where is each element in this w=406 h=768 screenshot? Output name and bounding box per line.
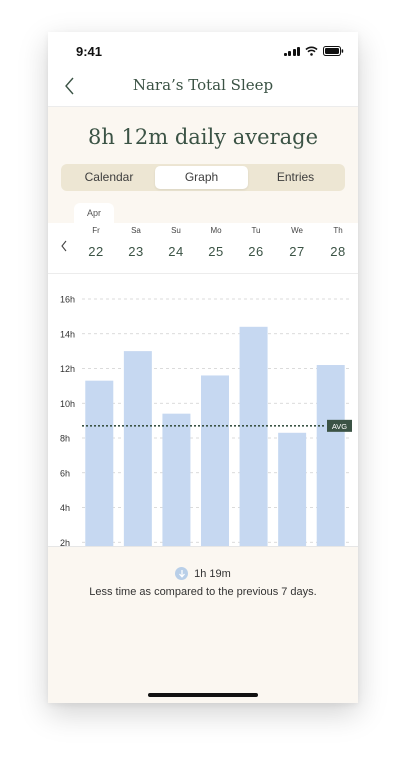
y-tick-label: 10h — [60, 399, 75, 409]
section-divider — [48, 273, 358, 274]
status-icons — [283, 46, 345, 56]
day-number: 25 — [208, 244, 224, 259]
day-of-week: Th — [333, 226, 343, 235]
wifi-icon — [305, 46, 318, 56]
day-thursday[interactable]: Th 28 — [320, 223, 356, 259]
y-tick-label: 6h — [60, 468, 70, 478]
home-indicator[interactable] — [148, 693, 258, 697]
signal-icon — [283, 46, 300, 56]
bar-su — [162, 413, 191, 546]
y-tick-label: 8h — [60, 434, 70, 444]
day-saturday[interactable]: Sa 23 — [118, 223, 154, 259]
tab-graph[interactable]: Graph — [155, 166, 248, 189]
sleep-bar-chart: 2h 4h 6h 8h 10h 12h 14h 16h AVG — [60, 295, 352, 546]
day-number: 24 — [168, 244, 184, 259]
day-number: 28 — [330, 244, 346, 259]
y-tick-label: 16h — [60, 295, 75, 305]
comparison-row: 1h 19m — [48, 567, 358, 580]
bar-sa — [123, 351, 152, 546]
y-tick-label: 2h — [60, 538, 70, 546]
battery-icon — [323, 46, 344, 56]
bar-fr — [85, 380, 114, 546]
day-of-week: Su — [171, 226, 181, 235]
bar-tu — [239, 326, 268, 546]
average-label: AVG — [332, 422, 347, 431]
chevron-left-icon[interactable] — [58, 237, 70, 255]
view-tabs: Calendar Graph Entries — [61, 164, 345, 191]
bar-we — [278, 432, 307, 546]
daily-average-headline: 8h 12m daily average — [87, 125, 319, 149]
day-tuesday[interactable]: Tu 26 — [238, 223, 274, 259]
chevron-left-icon[interactable] — [62, 74, 80, 98]
average-badge — [327, 419, 352, 432]
tab-calendar[interactable]: Calendar — [84, 170, 134, 184]
day-number: 22 — [88, 244, 104, 259]
day-monday[interactable]: Mo 25 — [198, 223, 234, 259]
day-of-week: Fr — [92, 226, 100, 235]
status-time: 9:41 — [76, 44, 103, 59]
summary-section: 8h 12m daily average Calendar Graph Entr… — [48, 107, 358, 273]
comparison-value: 1h 19m — [194, 567, 231, 580]
day-of-week: Sa — [131, 226, 141, 235]
y-tick-label: 4h — [60, 503, 70, 513]
day-number: 27 — [289, 244, 305, 259]
month-label: Apr — [74, 203, 114, 223]
bar-mo — [201, 375, 229, 546]
tab-entries[interactable]: Entries — [276, 170, 315, 184]
nav-bar: Nara’s Total Sleep — [48, 68, 358, 107]
y-tick-label: 12h — [60, 364, 75, 374]
day-wednesday[interactable]: We 27 — [279, 223, 315, 259]
y-tick-label: 14h — [60, 329, 75, 339]
arrow-down-icon — [175, 567, 189, 580]
day-number: 23 — [128, 244, 144, 259]
day-of-week: We — [291, 226, 303, 235]
day-of-week: Mo — [210, 226, 222, 235]
day-of-week: Tu — [251, 226, 261, 235]
phone-screen: 9:41 Nara’s Total Sleep — [48, 32, 358, 703]
page-title: Nara’s Total Sleep — [132, 76, 274, 94]
bar-th — [316, 365, 345, 546]
comparison-caption: Less time as compared to the previous 7 … — [89, 586, 317, 598]
week-strip: Fr 22 Sa 23 Su 24 Mo 25 Tu 26 We 27 — [48, 223, 358, 273]
comparison-section: 1h 19m Less time as compared to the prev… — [48, 546, 358, 703]
day-friday[interactable]: Fr 22 — [78, 223, 114, 259]
day-sunday[interactable]: Su 24 — [158, 223, 194, 259]
day-number: 26 — [248, 244, 264, 259]
